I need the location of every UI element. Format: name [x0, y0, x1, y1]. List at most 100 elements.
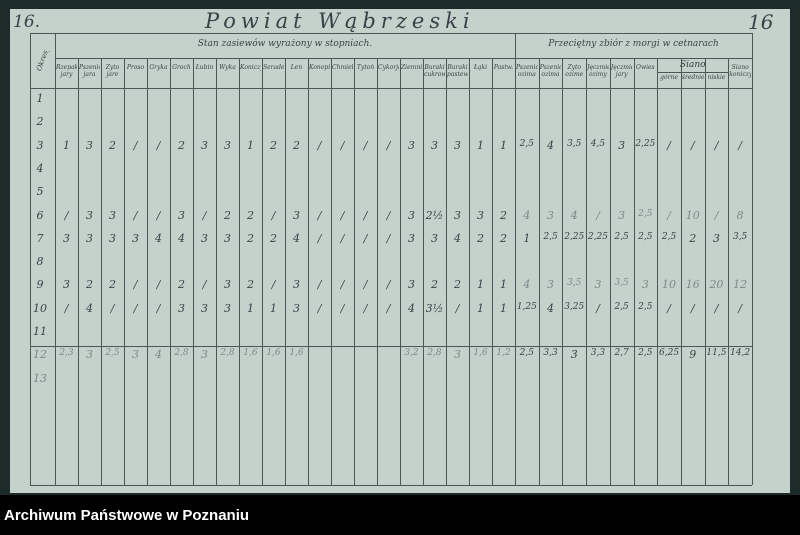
table-cell: /: [386, 138, 391, 152]
column-line: [728, 58, 730, 485]
table-cell: 3,5: [732, 231, 748, 242]
table-cell: /: [271, 208, 276, 222]
group-header-left: Stan zasiewów wyrażony w stopniach.: [197, 39, 373, 49]
table-cell: 3: [293, 301, 300, 315]
table-cell: 3: [63, 231, 70, 245]
row-label: 9: [36, 278, 44, 292]
column-header: Seradela: [263, 64, 284, 71]
table-cell: 2,5: [519, 138, 534, 149]
table-cell: /: [667, 301, 671, 315]
table-cell: 2,7: [614, 348, 629, 359]
column-line: [704, 58, 706, 485]
row-label: 3: [36, 138, 44, 152]
table-cell: 2: [689, 231, 697, 245]
table-cell: /: [317, 278, 322, 292]
table-cell: 20: [709, 278, 724, 292]
column-header: Jęczmień ozimy: [587, 64, 609, 78]
table-cell: /: [714, 301, 719, 315]
table-cell: 9: [689, 348, 697, 362]
table-cell: /: [690, 301, 695, 315]
table-cell: 2: [109, 138, 116, 152]
table-cell: 2: [109, 278, 116, 292]
table-cell: 3: [224, 138, 231, 152]
table-cell: 4: [408, 301, 415, 315]
column-line: [680, 58, 682, 485]
table-cell: 1: [270, 301, 277, 315]
table-cell: 2½: [425, 208, 444, 222]
table-cell: 3: [201, 231, 208, 245]
column-line: [216, 58, 217, 485]
table-cell: 2,8: [220, 348, 235, 359]
table-cell: 3: [201, 138, 208, 152]
table-cell: 3: [594, 278, 602, 292]
table-cell: 1,2: [496, 348, 511, 359]
table-cell: 2,5: [543, 231, 558, 242]
table-cell: 1: [500, 301, 507, 315]
table-cell: 3,5: [567, 138, 582, 149]
table-cell: 3: [109, 208, 116, 222]
column-header: górne: [660, 74, 678, 81]
header-divider: [55, 58, 752, 59]
column-header: Groch: [172, 64, 191, 71]
table-cell: 1: [63, 138, 70, 152]
table-cell: 1,6: [266, 348, 281, 359]
group-divider: [515, 33, 516, 485]
table-cell: /: [455, 301, 460, 315]
table-cell: 3: [618, 138, 626, 152]
table-cell: 3,5: [567, 278, 582, 289]
table-cell: 2: [224, 208, 231, 222]
column-line: [78, 58, 79, 485]
table-cell: 2,25: [587, 231, 608, 242]
table-cell: 3: [109, 231, 116, 245]
table-cell: 3,5: [614, 278, 629, 289]
column-line: [423, 58, 424, 485]
table-cell: 2: [270, 231, 277, 245]
table-cell: 2,5: [519, 348, 534, 359]
table-cell: 4: [155, 231, 162, 245]
column-line: [170, 58, 171, 485]
column-header: Pszenica jara: [79, 64, 100, 78]
row-label: 4: [36, 161, 44, 175]
table-cell: 3,2: [404, 348, 419, 359]
table-border-right: [752, 33, 753, 485]
table-cell: /: [156, 278, 161, 292]
column-line: [377, 58, 378, 485]
row-label: 13: [33, 371, 47, 385]
row-label: 11: [33, 325, 47, 338]
table-cell: /: [386, 231, 391, 245]
table-cell: 2: [247, 208, 254, 222]
column-line: [239, 58, 240, 485]
column-header: Jęczmień jary: [610, 64, 633, 78]
table-cell: 2,5: [638, 208, 653, 219]
table-cell: /: [271, 278, 276, 292]
group-header-right: Przeciętny zbiór z morgi w cetnarach: [548, 39, 719, 49]
page-title: Powiat Wąbrzeski: [205, 9, 475, 33]
table-cell: 3: [224, 278, 231, 292]
scan-background: 16. Powiat Wąbrzeski 16 Okresy Stan zasie…: [0, 0, 800, 495]
column-header: Wyka: [219, 64, 236, 71]
column-line: [586, 58, 588, 485]
table-cell: 1,6: [243, 348, 258, 359]
column-line: [492, 58, 493, 485]
table-cell: /: [317, 138, 322, 152]
table-cell: 2: [454, 278, 461, 292]
table-cell: 2,8: [174, 348, 189, 359]
table-cell: 2: [477, 231, 484, 245]
table-cell: /: [202, 278, 207, 292]
table-border-top: [30, 33, 752, 34]
table-cell: 2,5: [638, 348, 653, 359]
table-cell: 3: [86, 348, 93, 362]
archive-footer: Archiwum Państwowe w Poznaniu: [4, 507, 250, 524]
table-cell: /: [386, 208, 391, 222]
table-cell: 3: [201, 301, 208, 315]
column-header: średnie: [681, 74, 704, 81]
table-cell: 1: [500, 138, 507, 152]
row-label: 12: [33, 348, 47, 362]
column-header: Łąki: [473, 64, 488, 71]
table-cell: 8: [736, 208, 744, 222]
table-cell: 2: [247, 278, 254, 292]
row-label: 7: [36, 231, 44, 245]
table-cell: 3: [224, 301, 231, 315]
table-cell: 2: [431, 278, 438, 292]
table-cell: 1: [247, 301, 254, 315]
